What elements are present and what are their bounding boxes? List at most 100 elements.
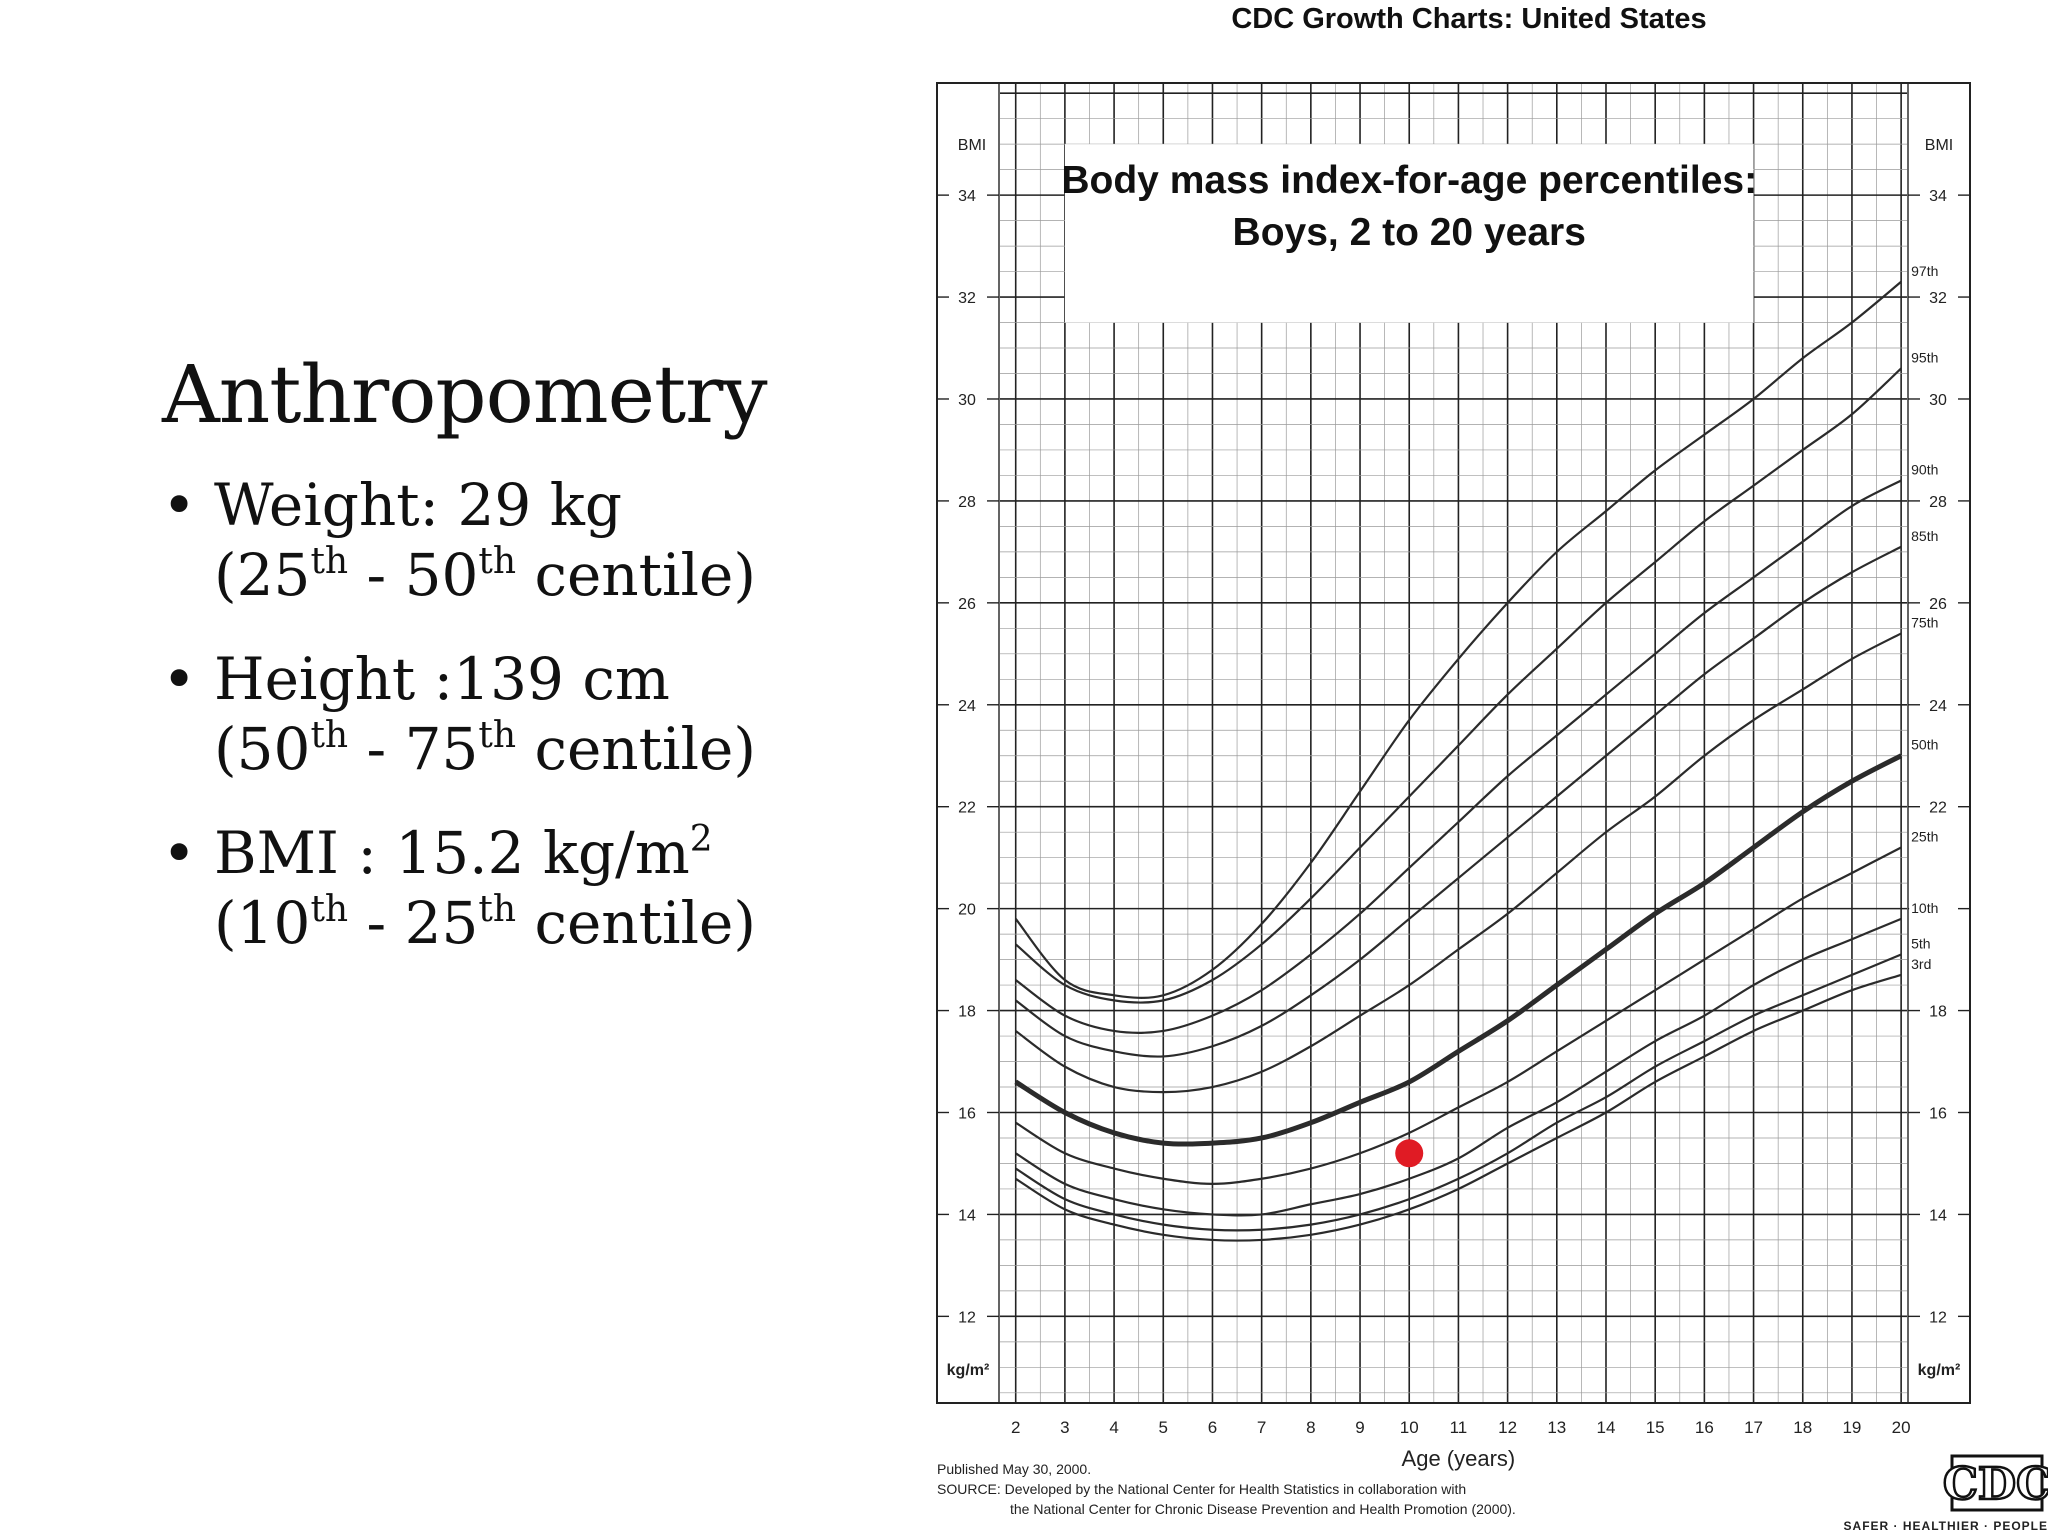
bmi-chart-svg: 1212141416161818202022222424262628283030… (936, 3, 2048, 1533)
percentile-line-10th (1015, 917, 1902, 1217)
x-tick-label: 13 (1547, 1418, 1566, 1437)
y-tick-label-left: 32 (958, 290, 976, 307)
y-tick-label-bg (1922, 1204, 1954, 1225)
x-tick-label: 10 (1400, 1418, 1419, 1437)
percentile-label-95th: 95th (1911, 349, 1938, 365)
y-tick-label-right: 22 (1929, 800, 1947, 817)
cdc-logo-box (1950, 1454, 2044, 1512)
percentile-label-bg (1909, 526, 1950, 544)
y-label-top-left: BMI (958, 137, 986, 154)
percentile-label-25th: 25th (1911, 828, 1938, 844)
cdc-logo-text: CDC (1943, 1459, 2048, 1510)
percentile-label-bg (1909, 460, 1950, 478)
percentile-label-bg (1909, 348, 1950, 366)
percentile-line-85th (1015, 545, 1902, 1058)
percentile-curves: 3rd 5th 10th 25th 50th 75th 85th 90th 95th 97th (1014, 261, 1950, 1242)
footer-published: Published May 30, 2000. (937, 1461, 1091, 1477)
y-label-top-right: BMI (1925, 137, 1953, 154)
y-tick-label-bg (951, 796, 981, 817)
y-tick-label-bg (1922, 1102, 1954, 1123)
y-tick-label-left: 24 (958, 698, 976, 715)
percentile-label-10th: 10th (1911, 900, 1938, 916)
percentile-line-3rd (1015, 973, 1902, 1242)
y-tick-label-right: 34 (1929, 188, 1947, 205)
x-tick-label: 7 (1257, 1418, 1266, 1437)
y-tick-label-left: 26 (958, 596, 976, 613)
x-tick-label: 8 (1306, 1418, 1315, 1437)
y-tick-label-left: 30 (958, 392, 976, 409)
y-tick-label-right: 24 (1929, 698, 1947, 715)
bmi-label-bg (951, 134, 991, 155)
y-tick-label-bg (1922, 185, 1954, 206)
bmi-growth-chart: 1212141416161818202022222424262628283030… (930, 0, 2048, 1536)
percentile-label-85th: 85th (1911, 528, 1938, 544)
percentile-label-97th: 97th (1911, 263, 1938, 279)
y-tick-label-bg (951, 694, 981, 715)
y-tick-label-bg (951, 1306, 981, 1327)
y-tick-label-right: 28 (1929, 494, 1947, 511)
y-tick-label-left: 28 (958, 494, 976, 511)
y-tick-label-right: 26 (1929, 596, 1947, 613)
y-tick-label-bg (951, 388, 981, 409)
y-tick-label-bg (951, 1102, 981, 1123)
x-tick-label: 4 (1109, 1418, 1118, 1437)
bullet-bmi-value: BMI : 15.2 kg/m2 (214, 819, 713, 887)
percentile-label-5th: 5th (1911, 936, 1930, 952)
x-tick-label: 2 (1011, 1418, 1020, 1437)
chart-subtitle: Boys, 2 to 20 years (1233, 211, 1586, 254)
x-tick-label: 9 (1355, 1418, 1364, 1437)
y-tick-label-bg (951, 490, 981, 511)
footer-source-2: the National Center for Chronic Disease … (1010, 1501, 1516, 1517)
y-tick-label-bg (951, 287, 981, 308)
percentile-label-bg (1909, 954, 1950, 972)
footer-source-1: SOURCE: Developed by the National Center… (937, 1481, 1466, 1497)
superscript: th (310, 715, 349, 756)
bullet-weight: • Weight: 29 kg (25th - 50th centile) (162, 470, 756, 610)
y-tick-label-bg (1922, 694, 1954, 715)
bullet-height-value: Height :139 cm (214, 645, 670, 713)
left-axis-strip (938, 84, 1000, 1402)
y-tick-label-bg (1922, 287, 1954, 308)
y-tick-label-bg (951, 898, 981, 919)
y-tick-label-right: 16 (1929, 1105, 1947, 1122)
superscript: th (478, 541, 517, 582)
y-tick-label-left: 18 (958, 1004, 976, 1021)
y-tick-label-right: 18 (1929, 1004, 1947, 1021)
plot-frame (936, 82, 1971, 1404)
y-tick-label-bg (1922, 388, 1954, 409)
x-tick-label: 20 (1892, 1418, 1911, 1437)
percentile-line-97th (1014, 280, 1902, 999)
bullet-height-centile: (50th - 75th centile) (214, 715, 756, 783)
x-tick-label: 16 (1695, 1418, 1714, 1437)
y-label-bottom-left: kg/m² (947, 1362, 990, 1379)
percentile-label-bg (1909, 827, 1950, 845)
percentile-label-bg (1909, 898, 1950, 916)
percentile-line-95th (1015, 367, 1902, 1004)
y-tick-label-left: 34 (958, 188, 976, 205)
percentile-label-90th: 90th (1911, 462, 1938, 478)
bullet-dot: • (162, 819, 197, 887)
percentile-line-75th (1015, 632, 1902, 1094)
bullet-weight-centile: (25th - 50th centile) (214, 541, 756, 609)
y-tick-label-right: 32 (1929, 290, 1947, 307)
x-tick-label: 14 (1597, 1418, 1616, 1437)
y-tick-label-left: 22 (958, 800, 976, 817)
percentile-label-3rd: 3rd (1911, 956, 1931, 972)
y-tick-label-bg (951, 1000, 981, 1021)
percentile-line-90th (1015, 479, 1902, 1034)
y-tick-label-left: 12 (958, 1309, 976, 1326)
percentile-line-5th (1015, 953, 1902, 1232)
y-label-bottom-right: kg/m² (1918, 1362, 1961, 1379)
percentile-label-bg (1909, 934, 1950, 952)
y-tick-label-bg (1922, 592, 1954, 613)
chart-header: CDC Growth Charts: United States (1231, 3, 1706, 35)
y-tick-label-bg (1922, 1306, 1954, 1327)
bullet-list: • Weight: 29 kg (25th - 50th centile) • … (162, 470, 756, 992)
percentile-label-bg (1909, 735, 1950, 753)
bullet-weight-value: Weight: 29 kg (214, 471, 623, 539)
y-tick-label-bg (951, 592, 981, 613)
bullet-dot: • (162, 645, 197, 713)
bullet-bmi-centile: (10th - 25th centile) (214, 889, 756, 957)
percentile-label-75th: 75th (1911, 614, 1938, 630)
x-tick-label: 12 (1498, 1418, 1517, 1437)
